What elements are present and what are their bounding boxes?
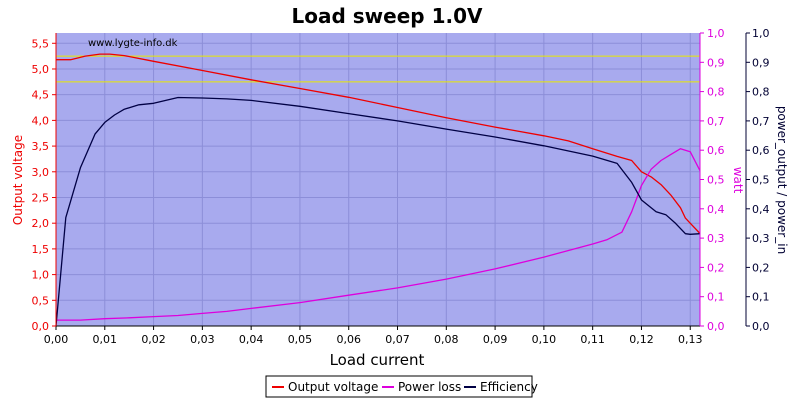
efficiency-tick-label: 1,0 bbox=[752, 27, 770, 40]
left-axis-label: Output voltage bbox=[11, 135, 25, 225]
watt-axis-label: watt bbox=[731, 167, 745, 194]
series-line-power-loss bbox=[56, 148, 701, 321]
series-line-efficiency bbox=[55, 96, 701, 327]
efficiency-tick-label: 0,5 bbox=[752, 174, 770, 187]
efficiency-tick-label: 0,9 bbox=[752, 56, 770, 69]
efficiency-tick-label: 0,0 bbox=[752, 320, 770, 333]
left-tick-label: 4,5 bbox=[32, 89, 50, 102]
watt-tick-label: 0,0 bbox=[707, 320, 725, 333]
x-tick-label: 0,12 bbox=[629, 333, 654, 346]
watt-tick-label: 0,4 bbox=[707, 203, 725, 216]
x-tick-label: 0,05 bbox=[288, 333, 313, 346]
left-tick-label: 1,5 bbox=[32, 243, 50, 256]
efficiency-tick-label: 0,1 bbox=[752, 291, 770, 304]
efficiency-tick-label: 0,2 bbox=[752, 261, 770, 274]
watt-tick-label: 0,5 bbox=[707, 174, 725, 187]
watermark: www.lygte-info.dk bbox=[88, 38, 178, 49]
x-tick-label: 0,11 bbox=[580, 333, 605, 346]
efficiency-tick-label: 0,7 bbox=[752, 115, 770, 128]
watt-tick-label: 0,2 bbox=[707, 261, 725, 274]
watt-tick-label: 0,3 bbox=[707, 232, 725, 245]
x-tick-label: 0,07 bbox=[385, 333, 410, 346]
left-tick-label: 3,5 bbox=[32, 140, 50, 153]
axes: 0,00 0,01 0,02 0,03 0,04 0,05 0,06 0,07 0,08 0,09… bbox=[32, 27, 770, 346]
efficiency-tick-label: 0,4 bbox=[752, 203, 770, 216]
x-tick-label: 0,13 bbox=[678, 333, 703, 346]
x-tick-label: 0,04 bbox=[239, 333, 264, 346]
x-tick-label: 0,09 bbox=[483, 333, 508, 346]
legend-item-power-loss: Power loss bbox=[382, 380, 461, 394]
legend-label: Efficiency bbox=[480, 380, 538, 394]
chart-title: Load sweep 1.0V bbox=[292, 4, 483, 28]
reference-lines bbox=[56, 55, 700, 83]
efficiency-axis-label: power_output / power_in bbox=[775, 106, 789, 254]
watt-tick-label: 0,8 bbox=[707, 86, 725, 99]
x-tick-label: 0,02 bbox=[141, 333, 166, 346]
series-line-output-voltage bbox=[56, 53, 701, 234]
x-axis-label: Load current bbox=[330, 351, 425, 369]
watt-tick-label: 0,6 bbox=[707, 144, 725, 157]
efficiency-tick-label: 0,6 bbox=[752, 144, 770, 157]
efficiency-tick-label: 0,3 bbox=[752, 232, 770, 245]
left-tick-label: 0,5 bbox=[32, 294, 50, 307]
watt-tick-label: 0,9 bbox=[707, 56, 725, 69]
x-tick-label: 0,03 bbox=[190, 333, 215, 346]
legend-item-output-voltage: Output voltage bbox=[272, 380, 378, 394]
left-tick-label: 1,0 bbox=[32, 269, 50, 282]
left-tick-label: 5,5 bbox=[32, 37, 50, 50]
legend-item-efficiency: Efficiency bbox=[464, 380, 538, 394]
legend: Output voltage Power loss Efficiency bbox=[265, 375, 538, 398]
x-tick-label: 0,08 bbox=[434, 333, 459, 346]
plot-area bbox=[56, 33, 700, 326]
watt-tick-label: 0,1 bbox=[707, 291, 725, 304]
watt-tick-label: 1,0 bbox=[707, 27, 725, 40]
left-tick-label: 3,0 bbox=[32, 166, 50, 179]
legend-label: Power loss bbox=[398, 380, 461, 394]
left-tick-label: 0,0 bbox=[32, 320, 50, 333]
watt-tick-label: 0,7 bbox=[707, 115, 725, 128]
efficiency-tick-label: 0,8 bbox=[752, 86, 770, 99]
left-tick-label: 4,0 bbox=[32, 114, 50, 127]
series-layer bbox=[55, 53, 701, 327]
left-tick-label: 5,0 bbox=[32, 63, 50, 76]
x-tick-label: 0,00 bbox=[44, 333, 69, 346]
x-tick-label: 0,10 bbox=[532, 333, 557, 346]
x-tick-label: 0,06 bbox=[336, 333, 361, 346]
legend-label: Output voltage bbox=[288, 380, 378, 394]
legend-box bbox=[265, 375, 533, 398]
left-tick-label: 2,0 bbox=[32, 217, 50, 230]
x-tick-label: 0,01 bbox=[93, 333, 118, 346]
left-tick-label: 2,5 bbox=[32, 191, 50, 204]
